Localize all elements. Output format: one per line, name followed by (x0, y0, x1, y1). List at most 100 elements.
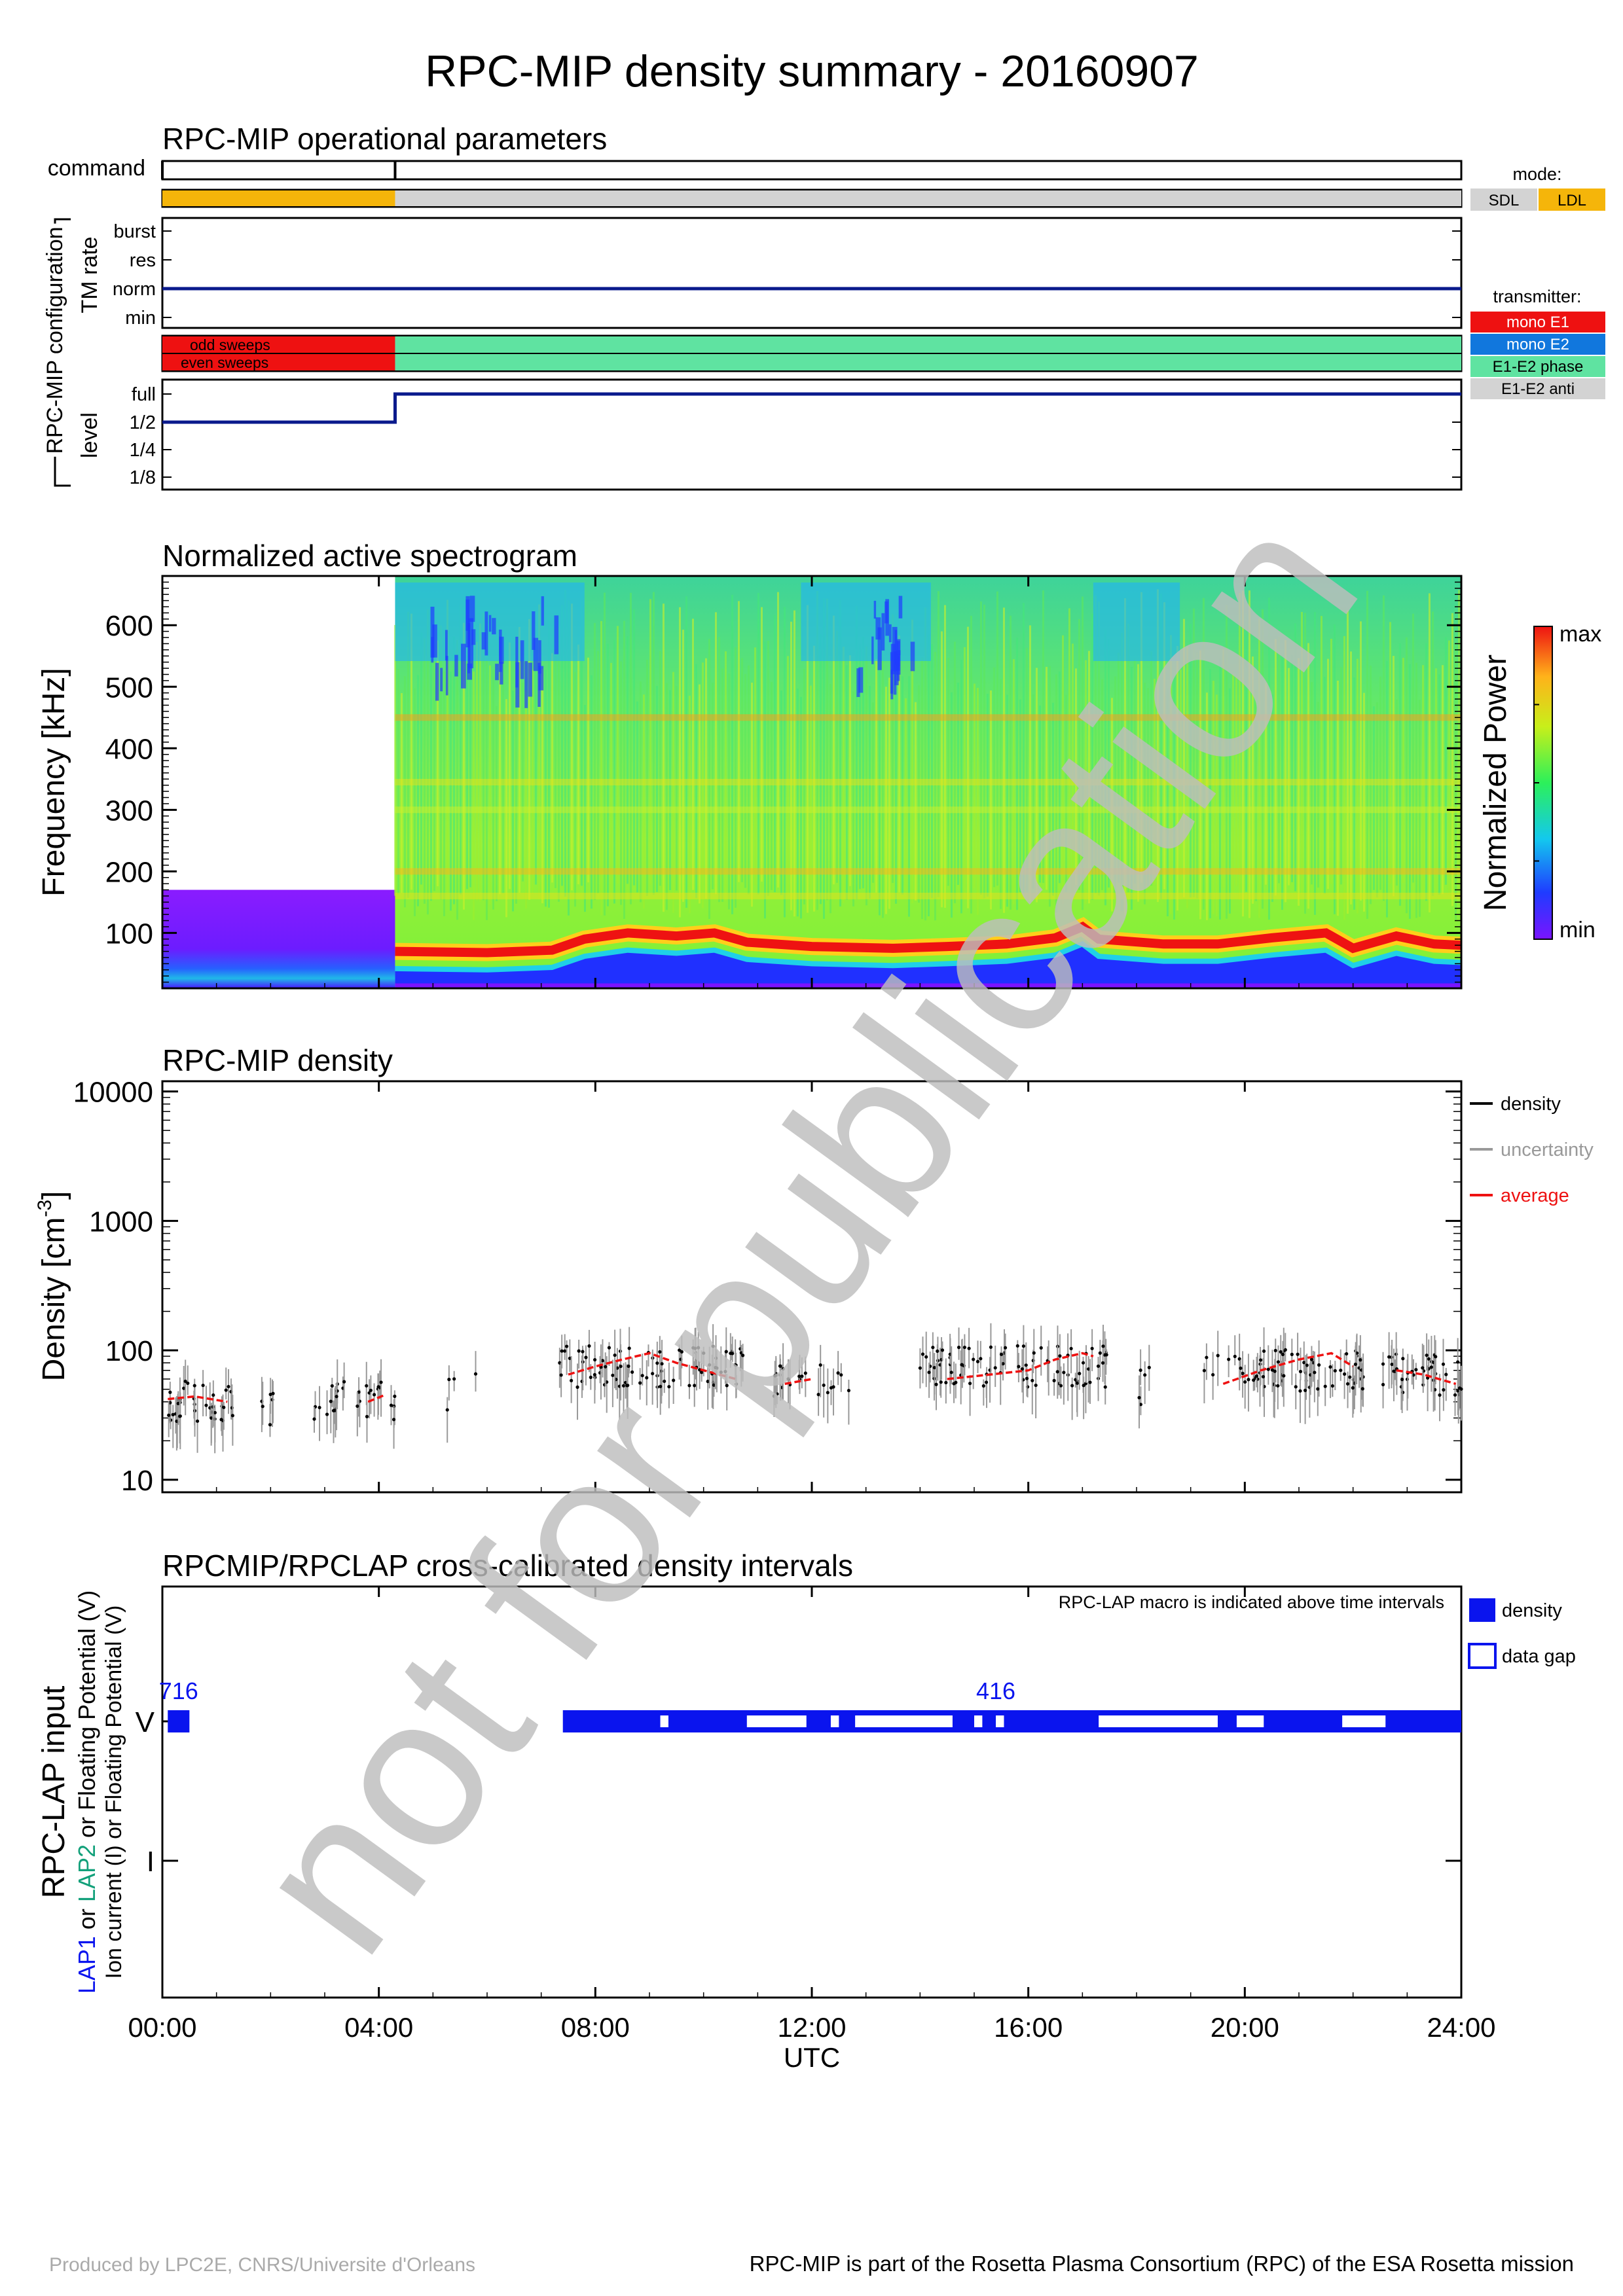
lap-data-gap (1342, 1715, 1386, 1727)
density-point (1024, 1363, 1028, 1367)
x-tick-label: 16:00 (994, 2012, 1063, 2043)
density-title: RPC-MIP density (162, 1043, 393, 1077)
density-point (186, 1381, 190, 1386)
density-point (725, 1384, 729, 1388)
density-point (1261, 1374, 1266, 1379)
density-point (625, 1384, 629, 1388)
density-point (1101, 1344, 1105, 1348)
density-point (1421, 1366, 1425, 1370)
density-point (356, 1404, 359, 1408)
spectrogram-blue-streak (430, 606, 435, 658)
density-average-line (1396, 1369, 1457, 1386)
spectrogram-blue-streak (910, 641, 915, 672)
density-point (816, 1393, 820, 1397)
spectrogram-high-band (1093, 583, 1180, 661)
level-tick-label: 1/2 (130, 412, 156, 433)
mode-legend-swatch (1539, 188, 1605, 211)
density-point (607, 1346, 611, 1350)
density-point (706, 1380, 710, 1384)
density-point (976, 1359, 980, 1363)
density-point (1281, 1352, 1285, 1356)
lap-macros: 716 416 (159, 1677, 1015, 1704)
density-ylabel-sup: -3 (34, 1200, 56, 1217)
density-point (201, 1384, 205, 1388)
density-point (1316, 1387, 1320, 1391)
density-point (1216, 1354, 1220, 1357)
density-point (473, 1372, 478, 1376)
odd-sweep-segment (395, 336, 1461, 353)
mode-legend-label: LDL (1558, 192, 1586, 209)
lap-density-interval (168, 1710, 190, 1732)
density-point (1276, 1384, 1280, 1388)
lap-level-label: V (136, 1706, 155, 1738)
spectrogram-ylabel: Frequency [kHz] (37, 668, 71, 896)
density-point (723, 1369, 727, 1374)
config-label: RPC-MIP configuration (43, 226, 67, 454)
density-point (1328, 1365, 1332, 1369)
colorbar-ticks (1534, 704, 1539, 862)
density-point (1345, 1352, 1349, 1356)
mode-bars (162, 190, 1461, 206)
density-point (365, 1414, 369, 1418)
density-point (630, 1370, 634, 1374)
spectrogram-blue-streak (471, 629, 476, 645)
density-point (1309, 1357, 1314, 1361)
level-step-line (162, 392, 1461, 424)
density-point (335, 1395, 338, 1399)
density-point (1252, 1378, 1256, 1382)
spectrogram-blue-streak (873, 600, 877, 619)
density-point (836, 1371, 840, 1375)
density-point (342, 1380, 346, 1384)
density-ylabel: Density [cm-3] (34, 1191, 71, 1382)
x-axis-label: UTC (784, 2042, 840, 2073)
density-point (1090, 1346, 1094, 1350)
density-point (659, 1384, 663, 1388)
density-point (1081, 1361, 1085, 1365)
density-point (581, 1350, 585, 1354)
transmitter-legend-label: mono E2 (1506, 336, 1569, 353)
density-point (786, 1377, 790, 1381)
density-point (1262, 1349, 1266, 1354)
density-point (1227, 1357, 1231, 1361)
density-point (175, 1419, 179, 1424)
command-label: command (48, 156, 145, 181)
density-point (230, 1414, 234, 1418)
spectrogram-blue-streak (454, 655, 458, 677)
density-point (826, 1391, 830, 1395)
density-point (1296, 1352, 1300, 1356)
density-point (268, 1423, 272, 1427)
density-point (570, 1378, 574, 1382)
transmitter-legend-swatch (1470, 334, 1605, 355)
density-point (800, 1374, 804, 1378)
transmitter-legend-swatch (1470, 378, 1605, 399)
spectrogram-blue-streak (875, 617, 881, 640)
spectrogram-blue-streak (467, 663, 472, 680)
density-point (168, 1390, 172, 1394)
density-point (1444, 1372, 1448, 1376)
density-point (1021, 1344, 1026, 1348)
density-point (778, 1364, 782, 1368)
level-axis: full 1/2 1/4 1/8 (130, 384, 1461, 488)
density-point (1294, 1385, 1298, 1389)
density-point (1020, 1367, 1024, 1371)
spectrogram-blue-streak (885, 599, 889, 636)
lap-or-label: or (73, 1902, 100, 1936)
spectrogram-blue-streak (533, 637, 539, 672)
lap1-label: LAP1 (73, 1936, 100, 1994)
density-point (1211, 1372, 1215, 1377)
density-point (1453, 1393, 1457, 1397)
lap-data-gap (1236, 1715, 1264, 1727)
density-point (1351, 1386, 1355, 1390)
density-point (1387, 1355, 1391, 1359)
spectrogram-blue-streak (468, 618, 474, 669)
density-point (934, 1382, 938, 1386)
density-point (372, 1393, 376, 1397)
density-point (559, 1373, 563, 1377)
density-point (1434, 1355, 1438, 1359)
density-point (839, 1373, 843, 1377)
transmitter-legend-swatch (1470, 356, 1605, 377)
density-point (219, 1418, 223, 1422)
spectrogram-y-tick-label: 200 (105, 856, 153, 888)
operational-title: RPC-MIP operational parameters (162, 122, 607, 156)
tm-level-burst: burst (114, 221, 156, 242)
